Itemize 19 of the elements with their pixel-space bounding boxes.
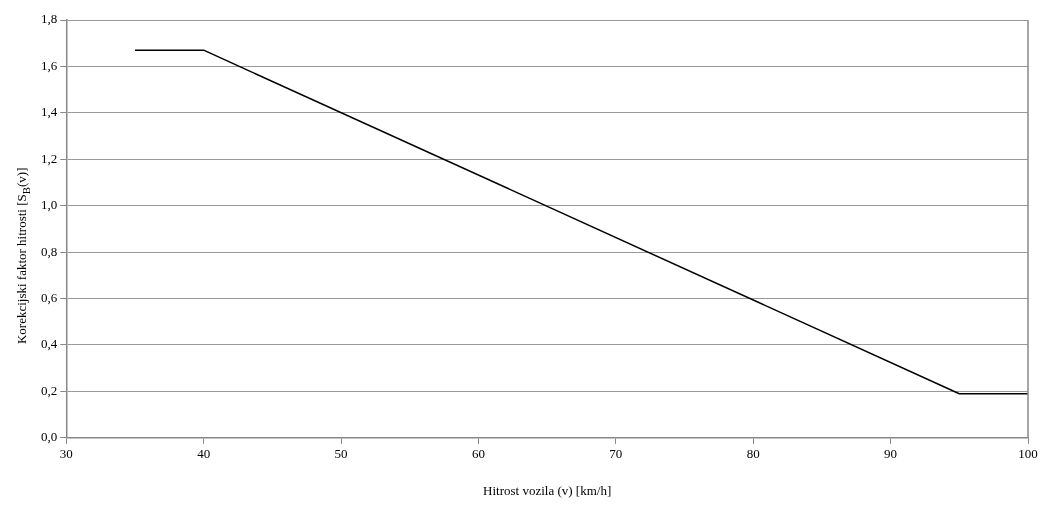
- x-tick-label: 30: [59, 446, 73, 462]
- x-tick-label: 60: [471, 446, 485, 462]
- x-tick-label: 90: [884, 446, 898, 462]
- x-tick-label: 40: [197, 446, 211, 462]
- y-tick-label: 1,6: [41, 57, 58, 73]
- y-tick-label: 0,2: [41, 382, 58, 398]
- x-tick-label: 50: [334, 446, 348, 462]
- y-tick-label: 0,8: [41, 243, 58, 259]
- y-tick-label: 1,2: [41, 150, 58, 166]
- x-axis-title: Hitrost vozila (v) [km/h]: [483, 482, 612, 498]
- x-tick-label: 80: [746, 446, 760, 462]
- y-tick-label: 1,4: [41, 104, 58, 120]
- y-tick-label: 0,0: [41, 429, 58, 445]
- x-tick-label: 70: [609, 446, 623, 462]
- x-tick-label: 100: [1018, 446, 1038, 462]
- y-tick-label: 1,8: [41, 11, 58, 27]
- y-tick-label: 1,0: [41, 197, 58, 213]
- y-tick-label: 0,4: [41, 336, 58, 352]
- y-tick-label: 0,6: [41, 289, 58, 305]
